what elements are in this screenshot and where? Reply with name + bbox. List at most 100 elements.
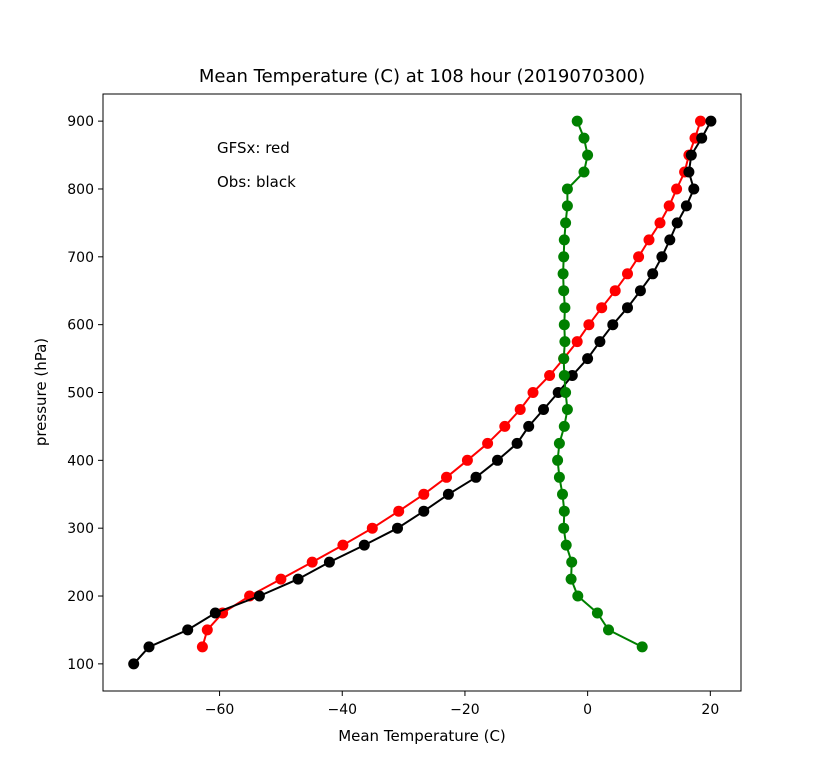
data-point [572,590,584,602]
y-tick-label: 100 [67,657,94,673]
data-point [253,590,265,602]
data-point [705,115,717,127]
data-point [461,454,473,466]
y-tick-label: 700 [67,250,94,266]
data-point [696,132,708,144]
data-point [492,454,503,466]
data-point [553,471,565,483]
y-tick-label: 800 [67,182,94,198]
data-point [366,522,378,534]
data-point [654,217,666,229]
data-point [566,370,578,381]
data-point [470,471,482,483]
data-point [558,251,570,263]
series-2 [552,115,648,653]
series-0 [196,115,706,653]
data-point [634,285,646,297]
annotation-obs: Obs: black [217,173,296,191]
data-point [201,624,213,636]
data-point [292,573,304,585]
data-point [647,268,659,280]
data-point [558,234,570,246]
data-point [560,539,572,551]
data-point [643,234,655,246]
data-point [560,387,572,398]
data-point [583,319,595,331]
x-tick-label: −60 [205,702,235,718]
y-axis-title: pressure (hPa) [32,338,50,446]
data-point [275,573,287,585]
y-tick-label: 600 [67,318,94,334]
y-tick-label: 500 [67,386,94,402]
y-tick-label: 300 [67,521,94,537]
data-point [561,200,573,212]
data-point [558,522,570,534]
data-point [511,437,523,449]
data-point [358,539,370,551]
data-point [685,149,697,161]
data-point [553,437,565,449]
data-point [582,149,594,161]
data-point [609,285,621,297]
data-point [557,268,569,280]
data-point [209,607,221,619]
data-point [523,420,535,432]
y-tick-label: 400 [67,453,94,469]
y-tick-label: 200 [67,589,94,605]
x-tick-label: 0 [583,702,592,718]
data-point [559,302,571,314]
data-point [482,437,494,449]
data-point [538,404,549,415]
data-point [633,251,645,263]
data-point [337,539,349,551]
data-point [671,183,683,195]
data-point [603,624,614,636]
data-point [582,353,594,365]
data-point [544,370,556,381]
data-point [557,488,568,500]
data-point [561,404,573,415]
data-point [578,132,590,144]
data-point [622,268,633,280]
data-point [558,370,570,381]
data-point [560,217,572,229]
data-point [683,166,695,178]
y-tick-label: 900 [67,114,94,130]
data-point [607,319,619,331]
annotation-gfsx: GFSx: red [217,139,290,157]
data-point [663,200,675,212]
data-point [442,488,454,500]
data-point [664,234,676,246]
data-point [636,641,648,653]
data-point [527,387,539,398]
data-point [552,454,564,466]
data-point [680,200,692,212]
data-point [558,505,570,517]
data-point [688,183,700,195]
x-axis-title: Mean Temperature (C) [338,727,506,745]
x-tick-label: −20 [450,702,480,718]
axes: −60 −40 −20 0 20 100 200 300 400 500 600 700 800 900 [67,93,742,718]
data-point [591,607,603,619]
data-point [565,573,577,585]
data-point [578,166,590,178]
data-point [622,302,633,314]
data-point [671,217,683,229]
data-point [656,251,668,263]
data-point [558,353,570,365]
x-tick-label: −40 [327,702,357,718]
data-point [392,522,403,534]
data-point [441,471,452,483]
data-point [182,624,194,636]
data-point [558,420,570,432]
data-point [128,658,140,670]
data-point [571,115,583,127]
data-point [499,420,511,432]
data-point [594,336,606,348]
data-point [571,336,583,348]
data-point [566,556,578,568]
data-point [514,404,526,415]
chart-title: Mean Temperature (C) at 108 hour (201907… [199,66,645,87]
